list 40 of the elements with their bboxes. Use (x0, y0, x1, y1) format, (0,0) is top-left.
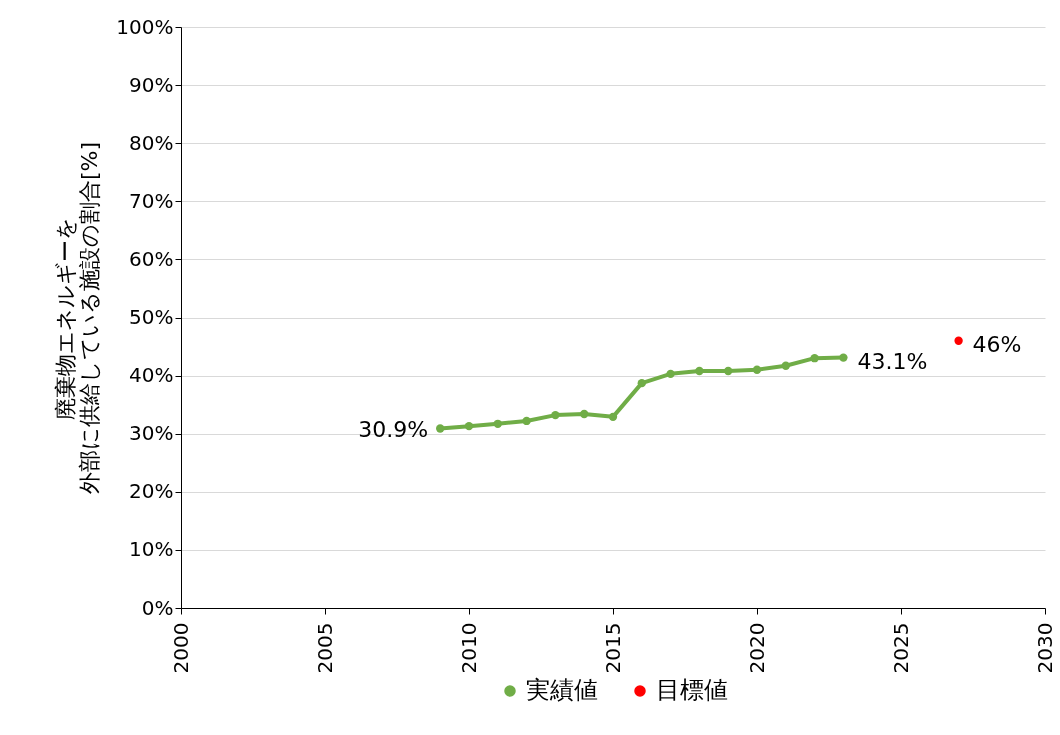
y-tick-label: 80% (129, 130, 174, 155)
x-tick-label: 2015 (600, 622, 625, 674)
point (666, 369, 675, 379)
point (752, 365, 762, 374)
y-tick-label: 30% (129, 421, 174, 446)
point (608, 412, 618, 422)
y-tick-label: 90% (129, 72, 174, 97)
y-tick-label: 60% (129, 246, 174, 271)
y-tick-label: 50% (129, 305, 174, 329)
point (810, 354, 819, 363)
point (551, 410, 560, 420)
y-axis-title: 廃棄物エネルギーを外部に供給している施設の割合[%] (53, 141, 103, 495)
y-tick-label: 10% (129, 537, 174, 562)
point (781, 361, 790, 370)
point (464, 421, 474, 431)
x-tick-label: 2000 (168, 622, 193, 674)
point (954, 336, 963, 345)
y-tick-label: 40% (129, 363, 174, 388)
data-label: 46% (972, 331, 1022, 357)
point (522, 416, 531, 426)
x-tick-label: 2025 (888, 622, 913, 674)
y-tick-label: 0% (141, 595, 174, 620)
data-label: 43.1% (857, 348, 928, 374)
legend-label: 目標値 (656, 676, 728, 704)
point (637, 378, 646, 388)
y-tick-label: 20% (129, 479, 174, 504)
x-tick-label: 2010 (456, 622, 481, 674)
point (724, 366, 733, 376)
x-tick-label: 2005 (312, 622, 337, 674)
point (493, 419, 502, 428)
point (436, 424, 445, 433)
x-tick-label: 2030 (1032, 622, 1057, 674)
data-label: 30.9% (358, 417, 429, 443)
x-tick-label: 2020 (744, 622, 769, 674)
point (695, 366, 704, 376)
y-tick-label: 70% (129, 188, 174, 213)
point (839, 353, 848, 362)
y-tick-label: 100% (116, 14, 174, 39)
legend-label: 実績値 (526, 676, 598, 704)
point (580, 409, 589, 419)
